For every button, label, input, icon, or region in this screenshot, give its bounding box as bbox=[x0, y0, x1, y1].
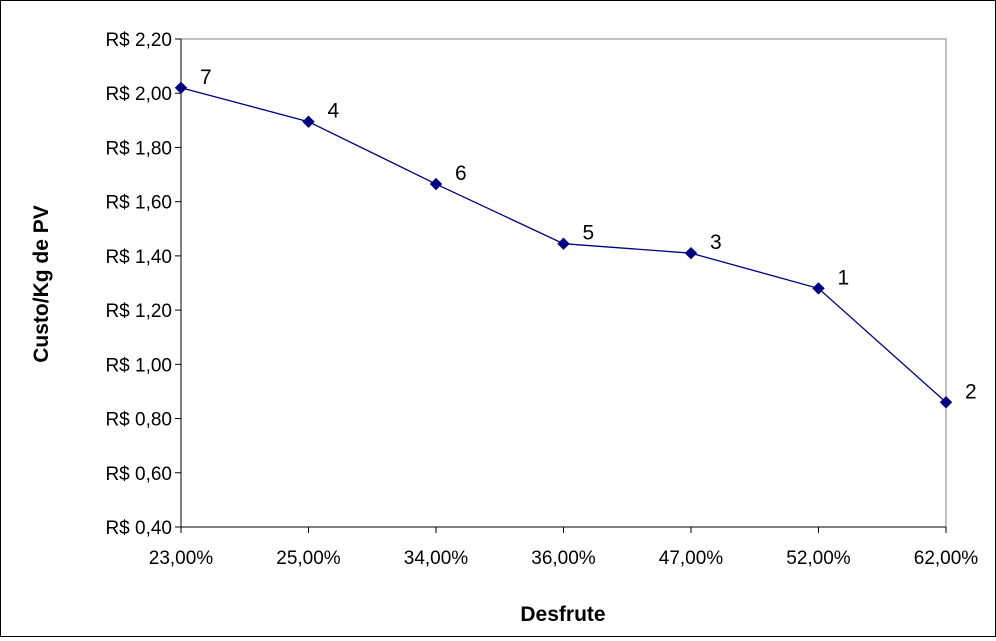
y-tick-label: R$ 1,60 bbox=[105, 193, 172, 214]
data-point-marker bbox=[684, 246, 698, 260]
data-point-labels: 7 4 6 5 3 1 2 bbox=[200, 66, 977, 403]
y-axis-title: Custo/Kg de PV bbox=[30, 205, 53, 363]
data-point-marker bbox=[429, 177, 443, 191]
y-tick-label: R$ 0,60 bbox=[105, 464, 172, 485]
x-tick-label: 36,00% bbox=[531, 548, 596, 569]
data-point-label: 2 bbox=[965, 380, 977, 403]
y-tick-label: R$ 0,80 bbox=[105, 410, 172, 431]
data-point-marker bbox=[939, 396, 953, 409]
y-tick-label: R$ 1,80 bbox=[105, 138, 172, 159]
y-tick-label: R$ 0,40 bbox=[105, 518, 172, 539]
data-point-label: 6 bbox=[455, 162, 467, 185]
y-tick-label: R$ 2,20 bbox=[105, 30, 172, 51]
data-point-marker bbox=[812, 282, 825, 295]
x-axis-ticks: 23,00% 25,00% 34,00% 36,00% 47,00% 52,00% 62,0… bbox=[149, 527, 979, 569]
x-tick-label: 62,00% bbox=[914, 548, 979, 569]
x-axis-title: Desfrute bbox=[520, 603, 605, 626]
data-point-label: 7 bbox=[200, 66, 212, 89]
x-tick-label: 25,00% bbox=[276, 548, 341, 569]
plot-area bbox=[180, 38, 947, 528]
y-tick-label: R$ 1,20 bbox=[105, 301, 172, 322]
data-markers bbox=[174, 81, 953, 409]
data-point-marker bbox=[557, 237, 570, 250]
data-point-label: 4 bbox=[328, 100, 340, 123]
x-tick-label: 23,00% bbox=[149, 548, 214, 569]
y-axis-ticks: R$ 0,40 R$ 0,60 R$ 0,80 R$ 1,00 R$ 1,20 R$ 1,… bbox=[105, 30, 181, 539]
data-point-marker bbox=[174, 81, 188, 95]
data-point-label: 5 bbox=[583, 222, 595, 245]
data-point-label: 3 bbox=[710, 231, 722, 254]
y-tick-label: R$ 1,40 bbox=[105, 247, 172, 268]
data-point-marker bbox=[302, 115, 315, 128]
data-point-label: 1 bbox=[838, 266, 850, 289]
x-tick-label: 34,00% bbox=[404, 548, 469, 569]
x-tick-label: 47,00% bbox=[659, 548, 724, 569]
x-tick-label: 52,00% bbox=[786, 548, 851, 569]
y-tick-label: R$ 1,00 bbox=[105, 355, 172, 376]
y-tick-label: R$ 2,00 bbox=[105, 84, 172, 105]
